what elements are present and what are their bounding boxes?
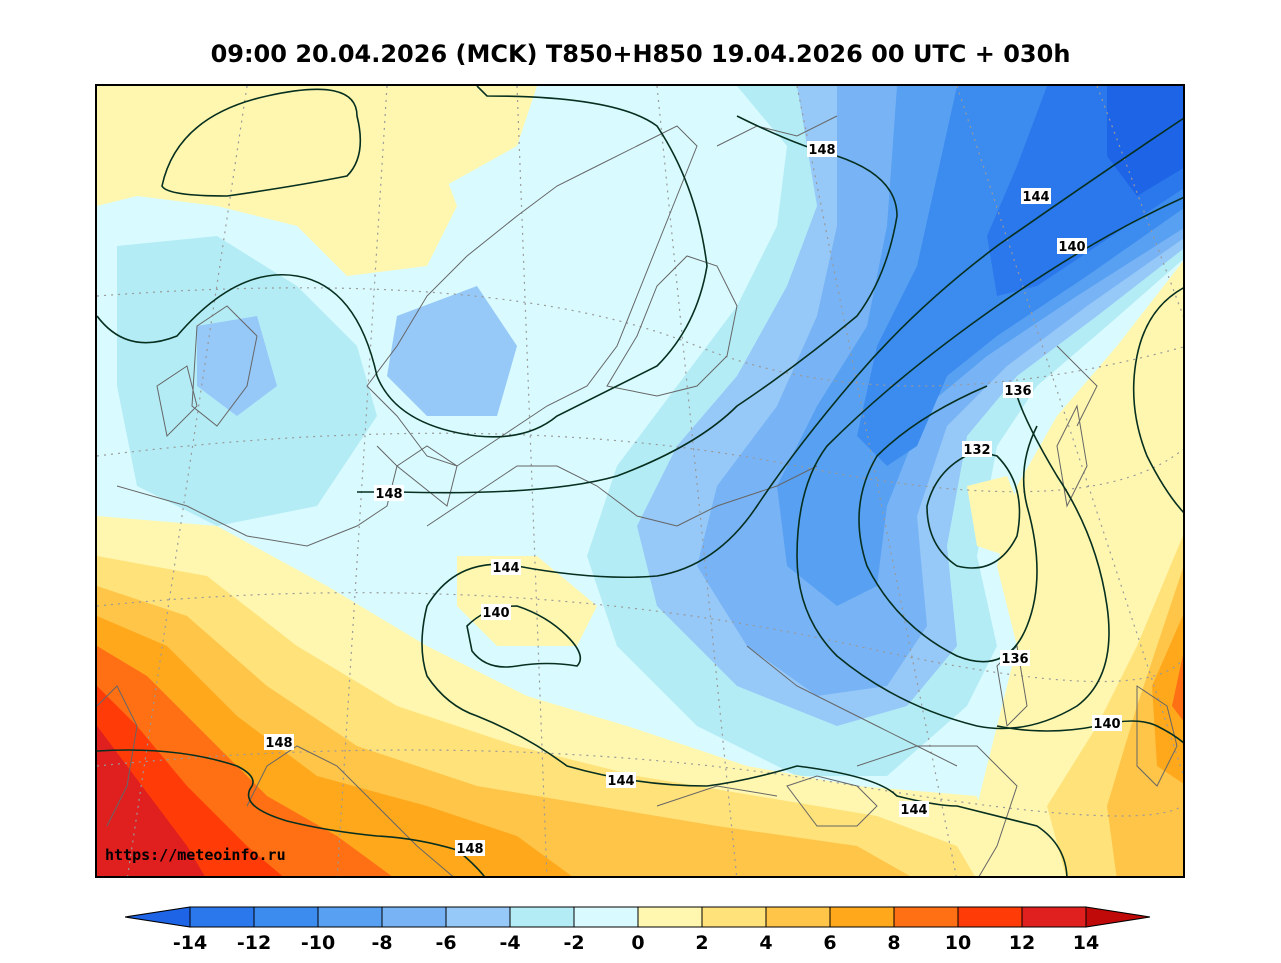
label-144-se: 144 xyxy=(900,803,927,818)
colorbar-segment xyxy=(381,906,447,928)
colorbar-tick-label: 10 xyxy=(944,932,972,954)
field-warm-east-8 xyxy=(1152,615,1183,784)
colorbar-segment xyxy=(637,906,703,928)
label-140-west: 140 xyxy=(482,606,509,621)
colorbar-segment xyxy=(1021,906,1087,928)
label-148-sw: 148 xyxy=(265,736,292,751)
colorbar-segment xyxy=(189,906,255,928)
colorbar-segment xyxy=(253,906,319,928)
contour-144-se xyxy=(956,805,1068,876)
colorbar-segment xyxy=(765,906,831,928)
colorbar-segments xyxy=(125,906,1151,928)
colorbar-tick-label: 0 xyxy=(631,932,645,954)
label-144-west: 144 xyxy=(492,561,519,576)
graticule xyxy=(97,86,1183,876)
colorbar-tick-label: 12 xyxy=(1008,932,1036,954)
colorbar-extend-low xyxy=(125,906,191,928)
colorbar-segment xyxy=(317,906,383,928)
field-warm-patch-poland xyxy=(457,556,597,646)
colorbar-tick-label: -10 xyxy=(300,932,336,954)
label-136-upper: 136 xyxy=(1004,384,1031,399)
colorbar-tick-label: -14 xyxy=(172,932,208,954)
contour-148-scandinavia xyxy=(97,86,708,438)
colorbar-tick-label: -4 xyxy=(499,932,521,954)
colorbar xyxy=(125,906,1151,928)
colorbar-tick-label: -2 xyxy=(563,932,585,954)
field-cool-scandinavia xyxy=(387,286,517,416)
label-148-baltic: 148 xyxy=(375,487,402,502)
field-warm-n xyxy=(347,86,537,196)
contour-140-east-upper xyxy=(1132,287,1183,513)
colorbar-segment xyxy=(509,906,575,928)
colorbar-segment xyxy=(701,906,767,928)
colorbar-tick-label: 2 xyxy=(695,932,709,954)
contour-148-sw xyxy=(97,749,485,876)
field-warm-south-14 xyxy=(97,726,205,876)
label-136-lower: 136 xyxy=(1001,652,1028,667)
colorbar-segment xyxy=(957,906,1023,928)
contour-140-ne xyxy=(796,196,1183,730)
map-panel: 148 144 140 136 132 148 144 140 136 140 … xyxy=(95,84,1185,878)
colorbar-tick-label: 14 xyxy=(1072,932,1100,954)
colorbar-tick-label: 6 xyxy=(823,932,837,954)
contour-labels: 148 144 140 136 132 148 144 140 136 140 … xyxy=(264,141,1122,857)
source-url: https://meteoinfo.ru xyxy=(105,846,286,864)
contour-132 xyxy=(926,450,1021,569)
map-title: 09:00 20.04.2026 (MCK) T850+H850 19.04.2… xyxy=(210,40,1071,68)
label-144-ne: 144 xyxy=(1022,190,1049,205)
colorbar-extend-high xyxy=(1085,906,1151,928)
colorbar-tick-label: -6 xyxy=(435,932,457,954)
contour-144-main xyxy=(421,117,1183,807)
contour-148-north xyxy=(357,115,898,494)
colorbar-segment xyxy=(445,906,511,928)
contour-148-nw-loop xyxy=(161,88,362,197)
label-132: 132 xyxy=(963,443,990,458)
colorbar-tick-label: -12 xyxy=(236,932,272,954)
colorbar-segment xyxy=(829,906,895,928)
field-cold-core xyxy=(1107,86,1183,196)
colorbar-segment xyxy=(893,906,959,928)
colorbar-tick-label: 8 xyxy=(887,932,901,954)
coastlines xyxy=(97,115,1178,876)
contour-140-west xyxy=(466,605,582,668)
temperature-map: 148 144 140 136 132 148 144 140 136 140 … xyxy=(97,86,1183,876)
label-140-east: 140 xyxy=(1093,717,1120,732)
contour-lines xyxy=(97,86,1183,876)
colorbar-tick-label: -8 xyxy=(371,932,393,954)
colorbar-segment xyxy=(573,906,639,928)
colorbar-tick-label: 4 xyxy=(759,932,773,954)
label-144-south: 144 xyxy=(607,774,634,789)
field-warm-east-10 xyxy=(1172,654,1183,721)
label-148-bottom: 148 xyxy=(456,842,483,857)
contour-136 xyxy=(858,385,1038,663)
field-warm-patch-center xyxy=(967,476,1027,556)
field-warm-nw xyxy=(97,86,457,276)
label-140-ne: 140 xyxy=(1058,240,1085,255)
label-148-north: 148 xyxy=(808,143,835,158)
field-cool-uk xyxy=(197,316,277,416)
